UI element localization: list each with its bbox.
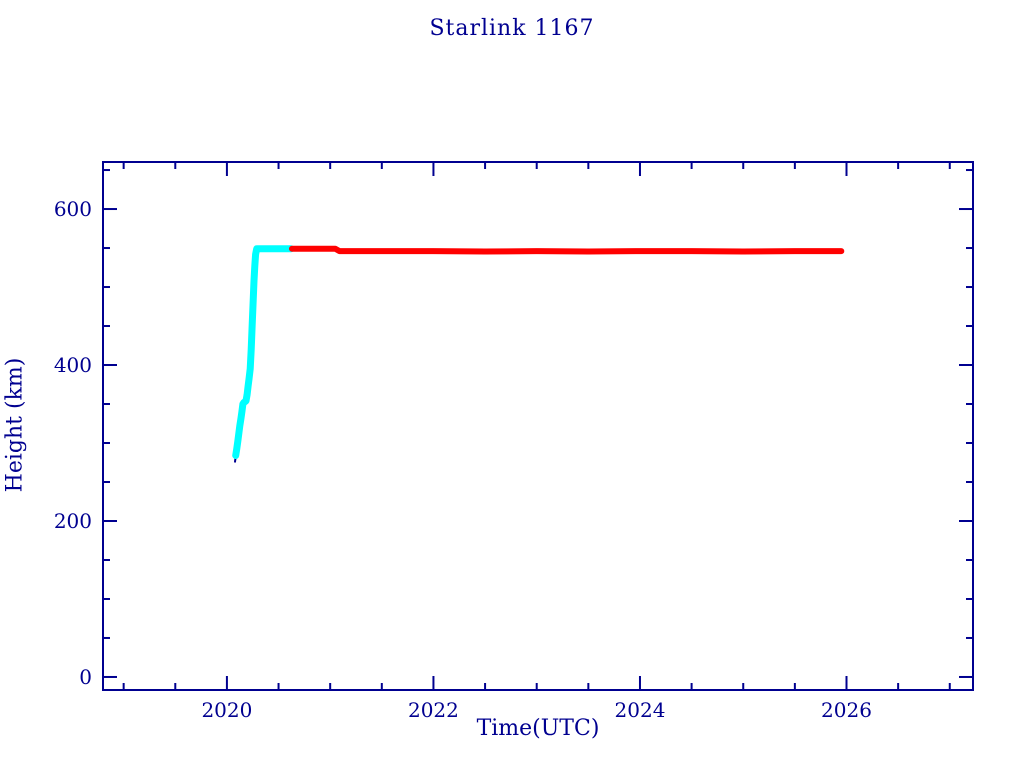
- x-tick-label: 2026: [821, 698, 872, 722]
- x-tick-label: 2024: [615, 698, 666, 722]
- x-axis-label: Time(UTC): [476, 716, 600, 741]
- y-tick-label: 400: [54, 353, 92, 377]
- series-orbit-raising-phase: [232, 245, 295, 459]
- axes-frame: [102, 161, 974, 691]
- x-tick-label: 2022: [408, 698, 459, 722]
- y-tick-label: 0: [79, 665, 92, 689]
- chart-title: Starlink 1167: [429, 16, 595, 41]
- x-tick-label: 2020: [201, 698, 252, 722]
- series-operational-phase: [289, 245, 845, 255]
- y-tick-label: 600: [54, 197, 92, 221]
- y-tick-label: 200: [54, 509, 92, 533]
